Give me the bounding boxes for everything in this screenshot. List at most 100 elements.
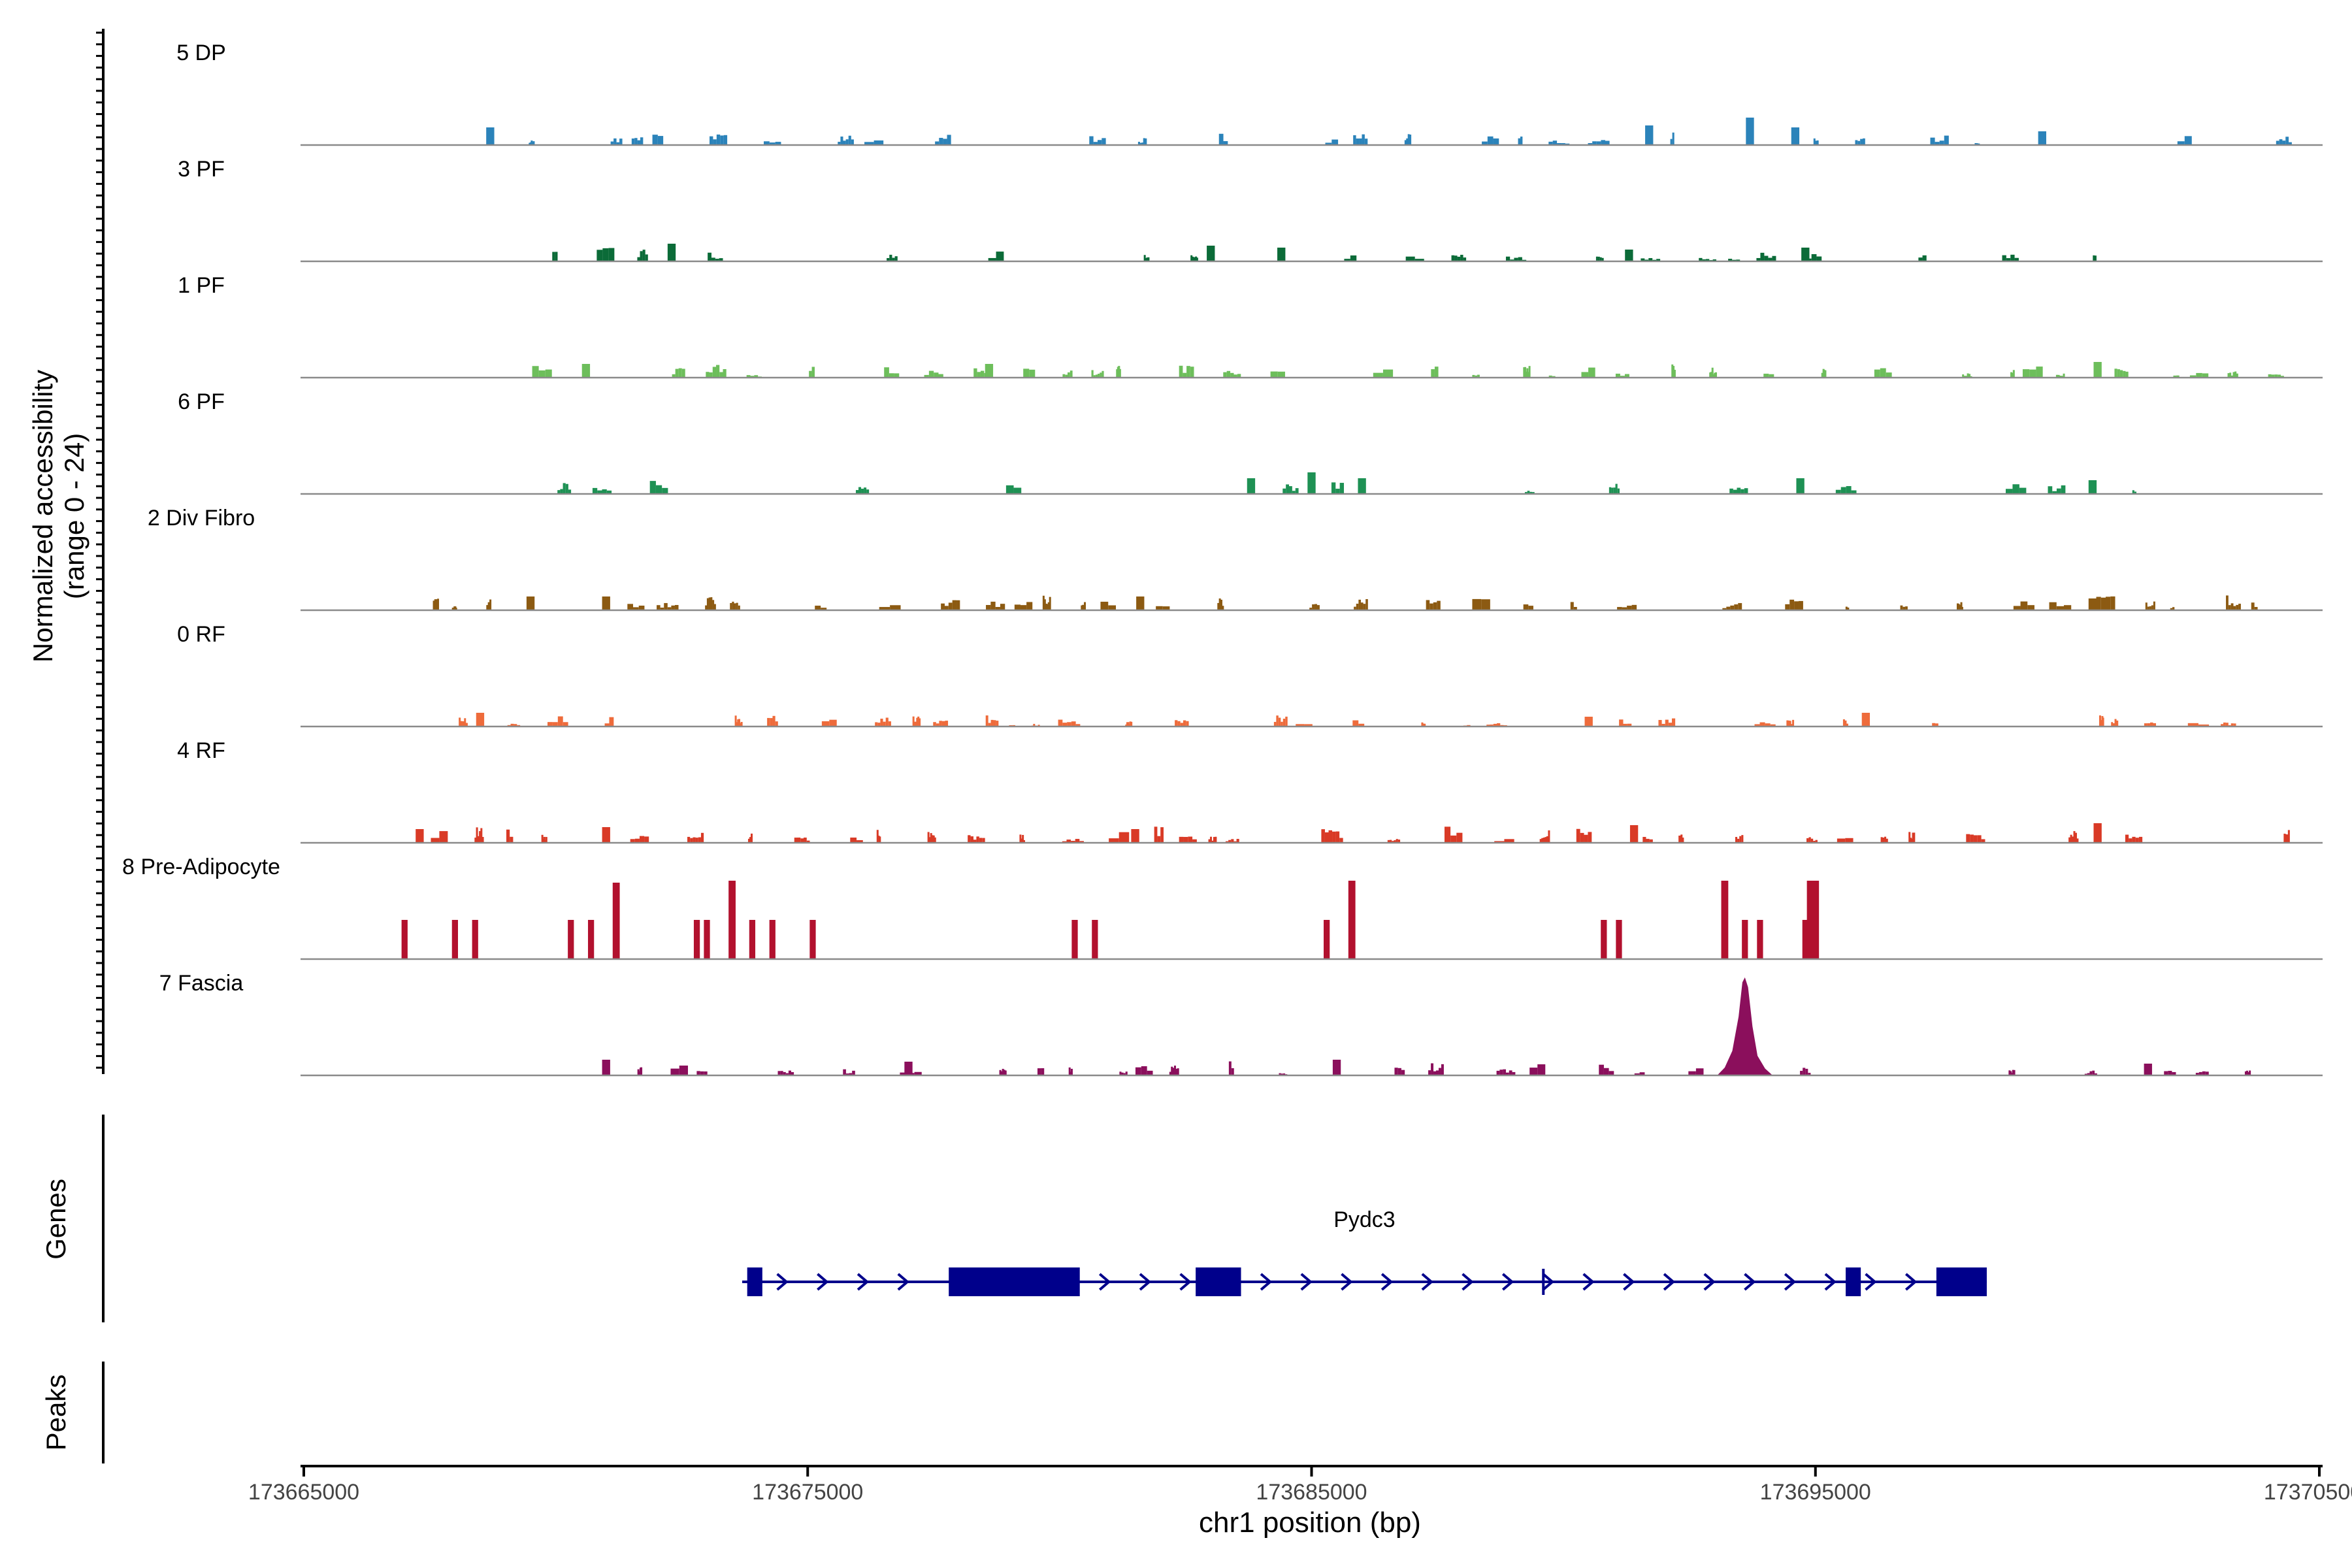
coverage-bar	[1668, 723, 1672, 727]
coverage-bar	[2230, 603, 2234, 610]
coverage-bar	[935, 141, 939, 145]
coverage-peak	[1324, 920, 1330, 959]
coverage-bar	[1175, 720, 1178, 727]
coverage-bar	[2008, 1070, 2011, 1075]
coverage-bar	[1665, 719, 1669, 727]
coverage-bar	[1695, 1068, 1704, 1075]
coverage-bar	[610, 141, 614, 145]
strand-chevron	[1703, 1273, 1716, 1291]
coverage-bar	[2063, 373, 2065, 378]
coverage-bar	[2164, 1071, 2168, 1075]
coverage-bar	[1862, 138, 1865, 145]
coverage-bar	[1037, 725, 1040, 727]
coverage-bar	[2049, 602, 2057, 610]
coverage-bar	[2002, 255, 2006, 261]
coverage-bar	[1220, 599, 1222, 610]
coverage-bar	[1490, 724, 1494, 727]
coverage-peak	[1791, 127, 1800, 145]
coverage-bar	[1673, 366, 1675, 378]
coverage-bar	[514, 724, 517, 727]
coverage-bar	[1339, 483, 1345, 494]
coverage-bar	[1786, 720, 1789, 727]
coverage-bar	[1710, 372, 1712, 378]
coverage-bar	[2012, 484, 2019, 494]
coverage-peak	[1742, 920, 1748, 959]
coverage-bar	[785, 1073, 789, 1075]
coverage-bar	[1215, 836, 1217, 843]
strand-chevron	[1380, 1273, 1394, 1291]
coverage-bar	[1365, 599, 1368, 610]
coverage-bar	[1905, 606, 1908, 610]
coverage-bar	[678, 368, 682, 378]
strand-chevron	[817, 1273, 829, 1291]
coverage-bar	[1117, 367, 1119, 378]
coverage-bar	[730, 602, 732, 610]
coverage-bar	[1223, 372, 1227, 378]
coverage-bar	[1615, 373, 1620, 378]
coverage-bar	[543, 836, 546, 843]
coverage-bar	[557, 490, 561, 494]
track-2-div-fibro: 2 Div Fibro	[148, 506, 2323, 612]
coverage-bar	[876, 830, 879, 843]
track-6-pf: 6 PF	[178, 389, 2323, 495]
coverage-bar	[657, 605, 661, 610]
coverage-bar	[1845, 606, 1848, 610]
coverage-bar	[2087, 1073, 2090, 1075]
coverage-bar	[1935, 142, 1940, 145]
coverage-peak	[1812, 881, 1820, 959]
coverage-bar	[1642, 836, 1646, 843]
coverage-bar	[1527, 372, 1529, 378]
coverage-bar	[1528, 366, 1531, 378]
coverage-peak	[401, 920, 408, 959]
coverage-bar	[592, 487, 598, 494]
strand-chevron	[1462, 1273, 1474, 1291]
coverage-bar	[1792, 719, 1795, 727]
coverage-bar	[1912, 832, 1914, 843]
coverage-bar	[1325, 142, 1332, 145]
coverage-bar	[1139, 142, 1142, 145]
coverage-bar	[1505, 256, 1511, 261]
coverage-bar	[700, 1071, 704, 1075]
coverage-bar	[1518, 257, 1522, 261]
coverage-bar	[1175, 1068, 1178, 1075]
coverage-bar	[2147, 606, 2149, 610]
coverage-bar	[928, 837, 931, 843]
coverage-bar	[1543, 837, 1545, 843]
coverage-bar	[2011, 372, 2014, 378]
coverage-bar	[1671, 718, 1676, 727]
coverage-bar	[531, 142, 534, 145]
coverage-bar	[1481, 599, 1490, 610]
coverage-bar	[2238, 604, 2241, 610]
coverage-bar	[806, 840, 810, 843]
coverage-bar	[2135, 838, 2139, 843]
coverage-bar	[660, 608, 664, 610]
coverage-bar	[1524, 492, 1527, 494]
coverage-bar	[1661, 723, 1665, 727]
coverage-bar	[996, 252, 1004, 261]
coverage-bar	[1359, 138, 1362, 145]
coverage-bar	[2202, 1071, 2206, 1075]
coverage-bar	[1546, 836, 1548, 843]
coverage-bar	[510, 836, 514, 843]
coverage-bar	[1282, 1073, 1286, 1075]
coverage-bar	[1296, 724, 1305, 727]
coverage-bar	[1482, 141, 1488, 145]
coverage-bar	[723, 135, 728, 145]
coverage-bar	[1634, 1073, 1640, 1075]
coverage-bar	[1711, 367, 1714, 378]
coverage-bar	[1278, 717, 1281, 727]
coverage-bar	[887, 258, 890, 261]
coverage-bar	[1599, 1064, 1604, 1075]
coverage-bar	[952, 600, 956, 610]
coverage-bar	[630, 839, 635, 843]
coverage-bar	[848, 135, 851, 145]
coverage-bar	[1409, 134, 1412, 145]
coverage-bar	[944, 606, 949, 610]
coverage-bar	[2094, 255, 2097, 261]
x-axis-ticks: 173665000 173675000 173685000 173695000 1737…	[248, 1466, 2352, 1505]
coverage-bar	[754, 375, 759, 378]
coverage-bar	[1043, 599, 1046, 610]
coverage-bar	[877, 836, 880, 843]
coverage-bar	[2068, 837, 2071, 843]
